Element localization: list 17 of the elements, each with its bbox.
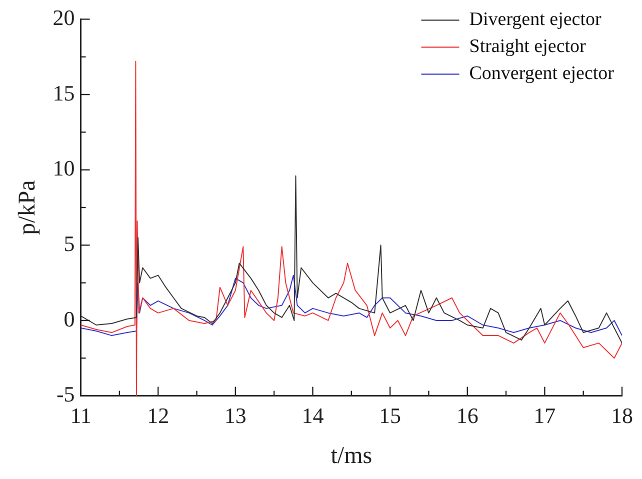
y-tick-label: 10 bbox=[52, 156, 75, 181]
legend-label: Divergent ejector bbox=[469, 9, 602, 30]
x-axis-title: t/ms bbox=[330, 442, 372, 469]
x-tick-label: 17 bbox=[534, 402, 556, 428]
x-tick-label: 12 bbox=[147, 402, 170, 428]
x-tick-label: 13 bbox=[224, 402, 246, 428]
x-tick-label: 18 bbox=[611, 402, 633, 428]
x-tick-label: 16 bbox=[456, 402, 478, 428]
x-tick-label: 14 bbox=[302, 402, 324, 428]
x-tick-label: 15 bbox=[379, 402, 402, 428]
legend-label: Convergent ejector bbox=[469, 63, 615, 84]
legend-label: Straight ejector bbox=[469, 36, 587, 58]
y-axis-title: p/kPa bbox=[14, 180, 41, 235]
y-tick-label: 15 bbox=[52, 80, 75, 106]
y-tick-label: 5 bbox=[64, 230, 75, 256]
y-tick-label: 20 bbox=[52, 4, 75, 30]
y-tick-label: 0 bbox=[64, 306, 75, 332]
